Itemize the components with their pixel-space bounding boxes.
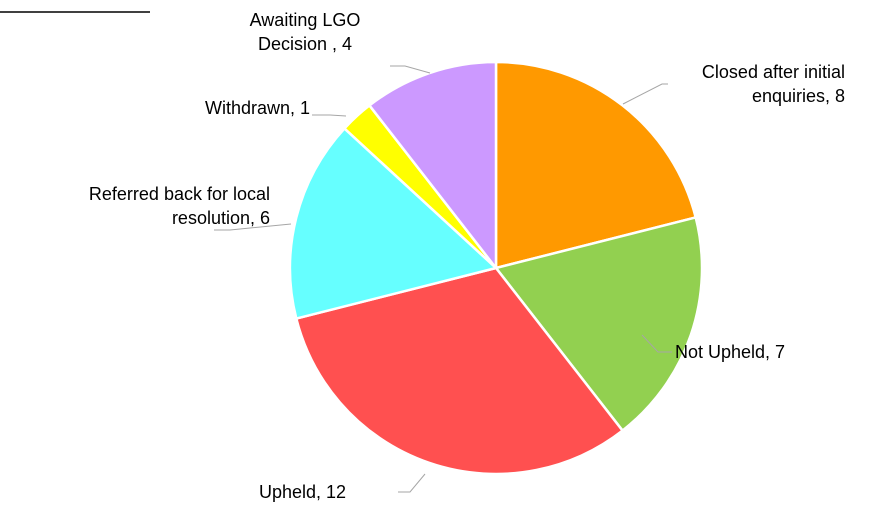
slice-label: Withdrawn, 1 xyxy=(204,98,310,118)
slice-label: Awaiting LGO Decision , 4 xyxy=(249,10,361,54)
pie-slice xyxy=(288,127,498,320)
leader-line xyxy=(390,65,431,74)
leader-line xyxy=(622,83,668,105)
slice-label: Closed after initial enquiries, 8 xyxy=(701,62,845,106)
slice-label: Not Upheld, 7 xyxy=(675,342,786,362)
leader-lines xyxy=(214,65,672,493)
slice-label: Referred back for local resolution, 6 xyxy=(88,184,270,228)
leader-line xyxy=(641,334,672,353)
leader-line xyxy=(398,473,426,493)
pie-slice xyxy=(494,216,704,432)
slice-label: Upheld, 12 xyxy=(259,482,347,502)
pie-slice xyxy=(295,266,624,476)
leader-line xyxy=(312,114,347,117)
pie-slice xyxy=(494,60,697,270)
leader-line xyxy=(214,223,292,231)
slices xyxy=(288,60,704,476)
